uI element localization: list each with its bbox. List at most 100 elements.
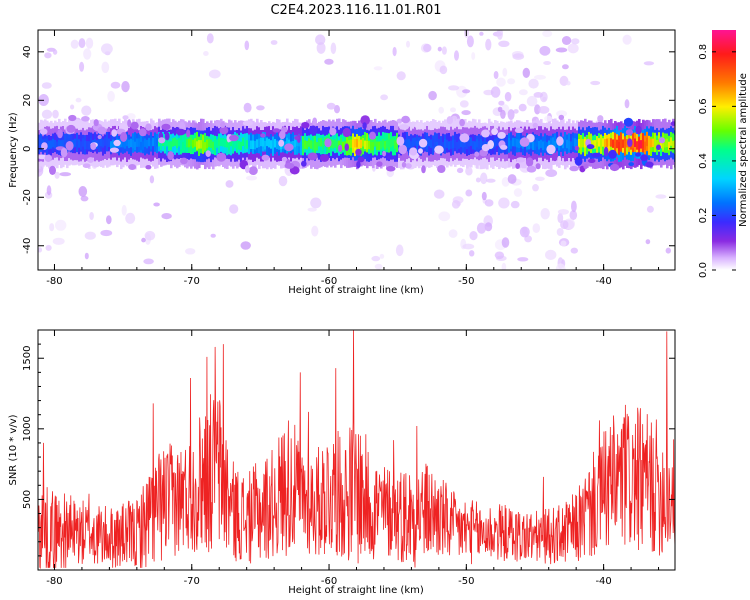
- heatmap-band-cell: [408, 139, 411, 148]
- heatmap-band-cell: [102, 139, 105, 148]
- heatmap-band-cell: [140, 141, 143, 151]
- heatmap-band-cell: [664, 139, 667, 148]
- heatmap-cell: [560, 240, 567, 247]
- heatmap-cell: [78, 38, 86, 49]
- heatmap-band-cell: [532, 141, 535, 151]
- heatmap-band-cell: [598, 138, 601, 147]
- heatmap-cell: [396, 71, 406, 81]
- heatmap-band-cell: [224, 138, 227, 148]
- x-tick-label: -80: [46, 576, 62, 587]
- heatmap-cell: [512, 53, 525, 60]
- heatmap-band-cell: [634, 138, 637, 147]
- heatmap-band-cell: [624, 141, 627, 150]
- heatmap-band-cell: [54, 140, 57, 149]
- heatmap-band-cell: [262, 138, 265, 147]
- heatmap-band-cell: [570, 141, 573, 150]
- heatmap-band-cell: [648, 140, 651, 149]
- heatmap-cell: [465, 166, 473, 176]
- heatmap-band-cell: [194, 138, 197, 147]
- heatmap-cell: [406, 40, 410, 48]
- heatmap-cell: [161, 123, 171, 131]
- heatmap-band-cell: [276, 140, 279, 149]
- heatmap-cell: [84, 231, 96, 240]
- heatmap-cell: [494, 251, 505, 260]
- heatmap-cell: [180, 157, 188, 165]
- heatmap-band-cell: [464, 138, 467, 148]
- heatmap-cell: [465, 189, 473, 197]
- heatmap-band-cell: [302, 137, 305, 146]
- heatmap-cell: [278, 175, 288, 187]
- heatmap-band-cell: [376, 141, 379, 150]
- heatmap-band-cell: [266, 137, 269, 147]
- x-tick-label: -50: [458, 576, 474, 587]
- y-tick-label: 1000: [22, 416, 33, 441]
- heatmap-cell: [438, 211, 451, 222]
- heatmap-cell: [301, 160, 307, 167]
- heatmap-cell: [380, 94, 388, 101]
- heatmap-cell: [315, 34, 326, 45]
- heatmap-band-cell: [468, 138, 471, 147]
- heatmap-cell: [441, 46, 447, 55]
- heatmap-band-cell: [660, 139, 663, 149]
- heatmap-cell: [628, 162, 634, 167]
- heatmap-band-cell: [122, 138, 125, 148]
- y-tick-label: -40: [22, 238, 33, 254]
- heatmap-cell: [256, 105, 265, 111]
- heatmap-cell: [395, 244, 404, 257]
- heatmap-cell: [39, 128, 48, 135]
- heatmap-band-cell: [666, 138, 669, 148]
- heatmap-band-cell: [508, 138, 511, 147]
- heatmap-cell: [434, 145, 444, 154]
- heatmap-band-cell: [576, 139, 579, 148]
- heatmap-cell: [324, 138, 332, 148]
- heatmap-band-cell: [512, 137, 515, 147]
- heatmap-band-cell: [654, 139, 657, 148]
- heatmap-cell: [640, 154, 649, 162]
- heatmap-band-cell: [146, 139, 149, 149]
- heatmap-band-cell: [100, 137, 103, 147]
- heatmap-cell: [491, 128, 498, 136]
- y-tick-label: 500: [22, 490, 33, 509]
- heatmap-cell: [543, 61, 551, 65]
- heatmap-band-cell: [336, 141, 339, 150]
- heatmap-cell: [245, 175, 258, 181]
- heatmap-cell: [310, 197, 322, 209]
- heatmap-cell: [519, 89, 528, 96]
- heatmap-cell: [44, 52, 52, 59]
- heatmap-cell: [90, 142, 97, 150]
- heatmap-band-cell: [388, 138, 391, 148]
- heatmap-cell: [569, 210, 578, 221]
- heatmap-cell: [656, 144, 661, 151]
- heatmap-cell: [574, 145, 579, 151]
- heatmap-band-cell: [88, 141, 91, 150]
- heatmap-band-cell: [528, 140, 531, 150]
- heatmap-band-cell: [90, 137, 93, 147]
- heatmap-cell: [330, 42, 337, 55]
- heatmap-cell: [97, 134, 102, 140]
- heatmap-cell: [501, 237, 510, 248]
- heatmap-band-cell: [260, 137, 263, 147]
- heatmap-band-cell: [208, 138, 211, 148]
- heatmap-band-cell: [448, 141, 451, 150]
- heatmap-band-cell: [78, 139, 81, 148]
- heatmap-cell: [243, 102, 252, 113]
- heatmap-cell: [535, 163, 541, 170]
- heatmap-cell: [203, 51, 209, 56]
- heatmap-cell: [342, 127, 351, 138]
- heatmap-cell: [386, 165, 396, 172]
- heatmap-cell: [556, 228, 564, 236]
- heatmap-cell: [149, 175, 155, 184]
- colorbar: 0.0 0.2 0.4 0.6 0.8 Normalized spectral ampl…: [698, 30, 749, 278]
- heatmap-cell: [399, 124, 409, 130]
- heatmap-cell: [459, 133, 470, 143]
- heatmap-band-cell: [506, 139, 509, 148]
- heatmap-cell: [144, 230, 156, 241]
- heatmap-band-cell: [286, 137, 289, 147]
- heatmap-band-cell: [188, 138, 191, 148]
- heatmap-cell: [448, 229, 458, 238]
- heatmap-band-cell: [416, 141, 419, 150]
- heatmap-cell: [219, 126, 229, 135]
- heatmap-cell: [480, 172, 488, 185]
- heatmap-cell: [539, 45, 551, 56]
- heatmap-band-cell: [80, 141, 83, 150]
